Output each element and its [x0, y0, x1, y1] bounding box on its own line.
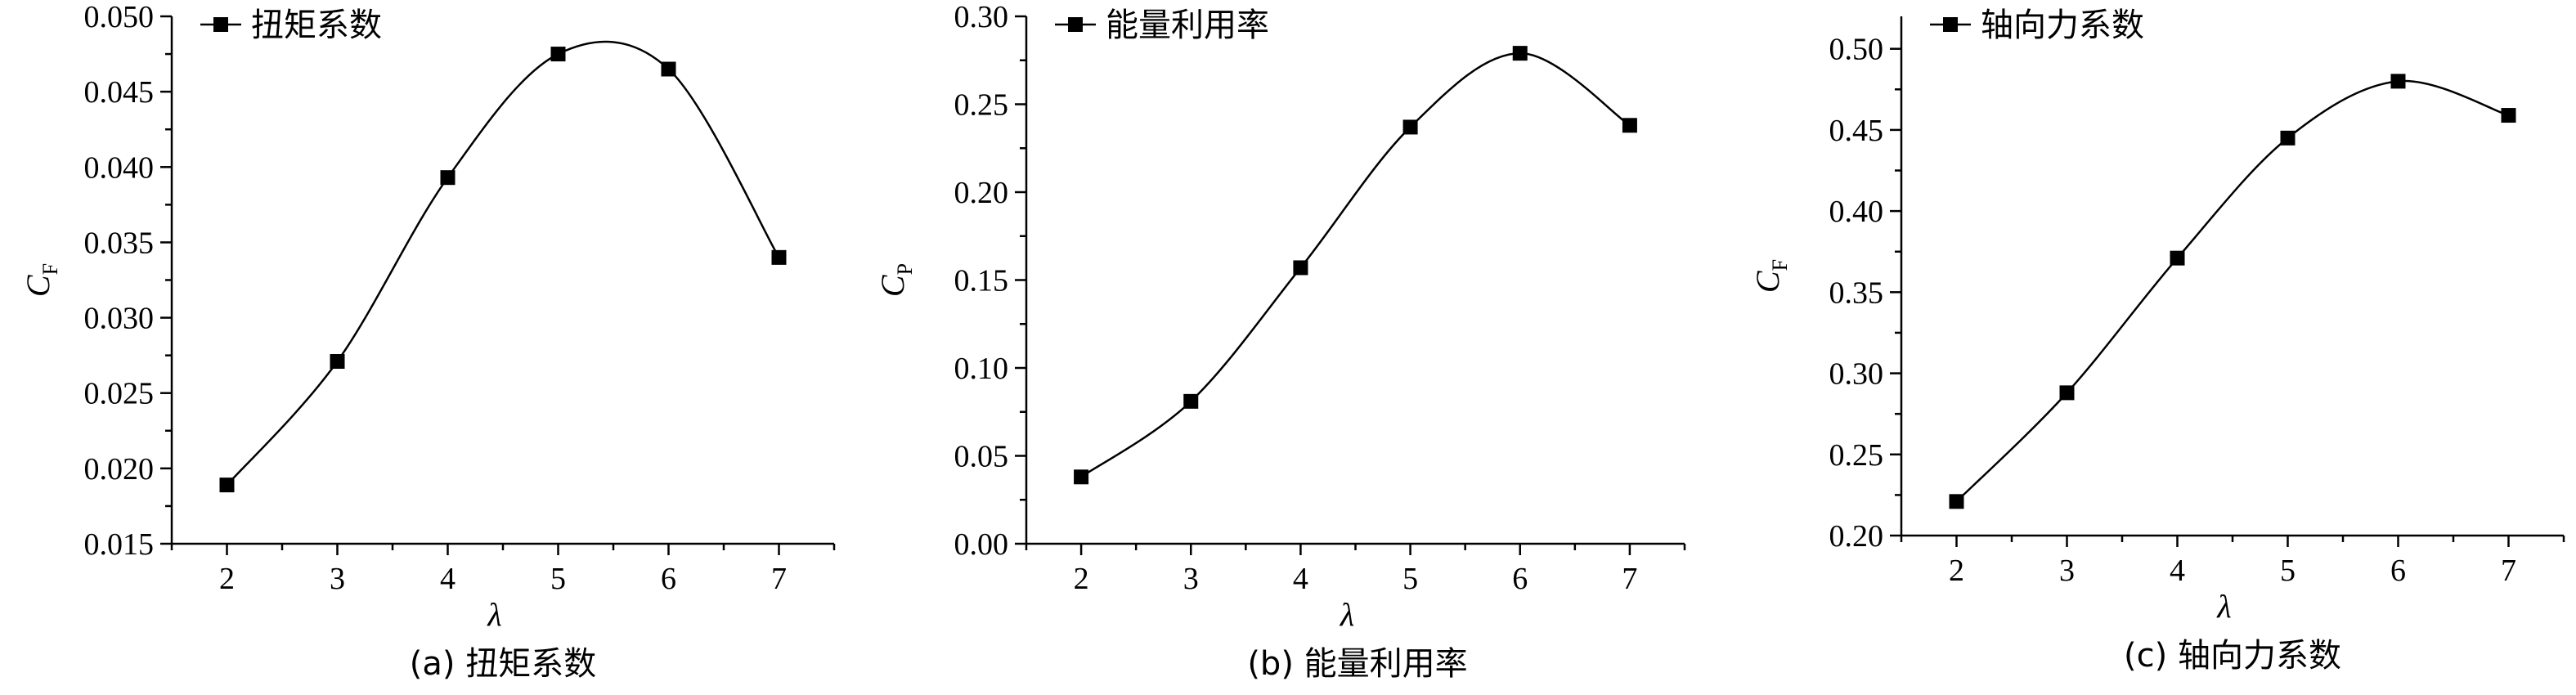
y-tick-label: 0.40 — [1829, 195, 1884, 229]
y-axis-title-sub: P — [893, 263, 917, 275]
y-tick-label: 0.040 — [84, 150, 155, 185]
y-tick-label: 0.05 — [954, 440, 1009, 474]
x-tick-label: 3 — [330, 562, 345, 596]
x-tick-label: 2 — [1949, 554, 1964, 588]
panel-b: 2 3 4 5 6 70.000.050.100.150.200.250.30CPλ(b)… — [874, 0, 1686, 683]
data-point — [1293, 260, 1308, 276]
y-tick-label: 0.25 — [954, 88, 1009, 123]
y-axis-title: CF — [20, 263, 62, 297]
legend-marker — [1943, 17, 1958, 32]
data-point — [1074, 469, 1089, 485]
legend-label: 能量利用率 — [1106, 7, 1269, 44]
y-tick-label: 0.45 — [1829, 114, 1884, 148]
data-point — [440, 170, 456, 186]
data-point — [2170, 250, 2185, 266]
data-point — [2059, 385, 2075, 401]
y-axis-title-main: C — [20, 274, 56, 297]
data-point — [1622, 118, 1637, 133]
x-tick-label: 2 — [1074, 562, 1089, 596]
y-tick-label: 0.20 — [954, 176, 1009, 210]
y-tick-label: 0.020 — [84, 452, 155, 486]
x-tick-label: 7 — [1622, 562, 1637, 596]
y-tick-label: 0.050 — [84, 0, 155, 34]
x-axis-title: λ — [2216, 588, 2231, 625]
data-point — [1402, 119, 1418, 135]
data-point — [2280, 130, 2296, 146]
x-axis-title: λ — [487, 596, 501, 633]
y-tick-label: 0.045 — [84, 75, 155, 110]
x-tick-label: 4 — [2170, 554, 2185, 588]
y-tick-label: 0.50 — [1829, 33, 1884, 67]
y-axis-title: CP — [874, 263, 917, 297]
y-axis-title-sub: F — [38, 263, 62, 275]
data-point — [550, 47, 566, 62]
legend-label: 轴向力系数 — [1981, 7, 2144, 44]
x-axis-title: λ — [1340, 596, 1354, 633]
y-axis-title-main: C — [1749, 270, 1786, 293]
y-axis-title-main: C — [874, 274, 911, 297]
x-tick-label: 7 — [771, 562, 787, 596]
data-point — [2390, 74, 2406, 89]
data-point — [330, 354, 345, 370]
y-tick-label: 0.025 — [84, 377, 155, 411]
x-tick-label: 5 — [550, 562, 566, 596]
series-line — [1080, 52, 1631, 478]
series-line — [1955, 79, 2509, 503]
data-point — [771, 249, 787, 265]
y-tick-label: 0.20 — [1829, 519, 1884, 554]
y-tick-label: 0.30 — [1829, 357, 1884, 392]
x-tick-label: 5 — [2280, 554, 2296, 588]
x-tick-label: 3 — [2059, 554, 2075, 588]
data-point — [1183, 393, 1199, 409]
data-point — [2501, 108, 2516, 123]
data-point — [661, 61, 676, 77]
y-tick-label: 0.00 — [954, 527, 1009, 562]
legend-marker — [1068, 17, 1083, 32]
y-tick-label: 0.15 — [954, 264, 1009, 298]
y-axis-title: CF — [1749, 259, 1792, 293]
legend-label: 扭矩系数 — [251, 7, 382, 44]
x-tick-label: 6 — [661, 562, 676, 596]
x-tick-label: 3 — [1183, 562, 1199, 596]
y-tick-label: 0.015 — [84, 527, 155, 562]
series-line — [226, 40, 780, 486]
y-tick-label: 0.30 — [954, 0, 1009, 34]
data-point — [1949, 494, 1964, 509]
y-tick-label: 0.10 — [954, 352, 1009, 386]
y-tick-label: 0.030 — [84, 302, 155, 336]
y-tick-label: 0.035 — [84, 226, 155, 260]
x-tick-label: 4 — [1293, 562, 1308, 596]
legend-marker — [213, 17, 228, 32]
panel-a: 2 3 4 5 6 7 0.015 0.020 0.025 0.030 0.035 0.040 0.04… — [20, 0, 836, 683]
x-tick-label: 5 — [1402, 562, 1418, 596]
data-point — [1512, 46, 1528, 61]
panel-caption: (a) 扭矩系数 — [410, 645, 596, 683]
x-tick-label: 6 — [1512, 562, 1528, 596]
y-tick-label: 0.35 — [1829, 276, 1884, 310]
panel-caption: (c) 轴向力系数 — [2124, 637, 2341, 675]
x-tick-label: 4 — [440, 562, 456, 596]
y-tick-label: 0.25 — [1829, 438, 1884, 473]
x-tick-label: 2 — [219, 562, 235, 596]
panel-c: 2 3 4 5 6 70.200.250.300.350.400.450.50CFλ(c)… — [1749, 7, 2565, 675]
x-tick-label: 6 — [2390, 554, 2406, 588]
y-axis-title-sub: F — [1768, 259, 1792, 271]
data-point — [219, 478, 235, 493]
panel-caption: (b) 能量利用率 — [1247, 645, 1467, 683]
x-tick-label: 7 — [2501, 554, 2516, 588]
